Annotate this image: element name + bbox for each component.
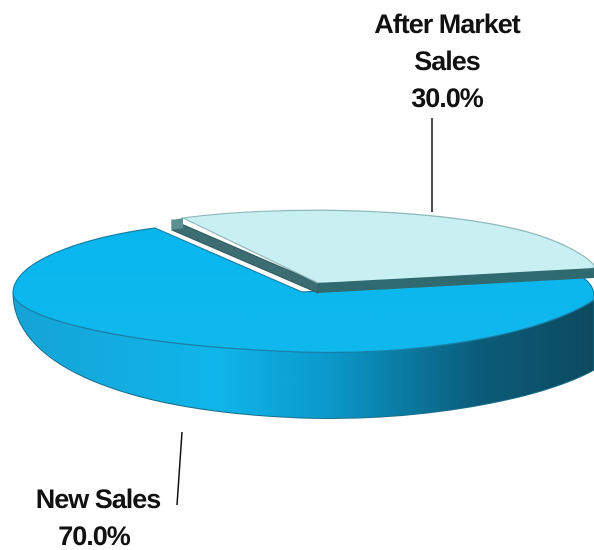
label-after-market-line2: Sales [414,46,480,76]
label-new-sales: New Sales [36,484,161,514]
slice-after-market-sales [171,209,594,294]
slice-after-market-front [318,268,594,293]
leader-line-new-sales [176,431,183,506]
slice-after-market-side-edge [172,218,183,230]
label-after-market-line1: After Market [374,9,521,39]
label-after-market-pct: 30.0% [411,83,484,113]
label-new-sales-pct: 70.0% [58,521,131,550]
